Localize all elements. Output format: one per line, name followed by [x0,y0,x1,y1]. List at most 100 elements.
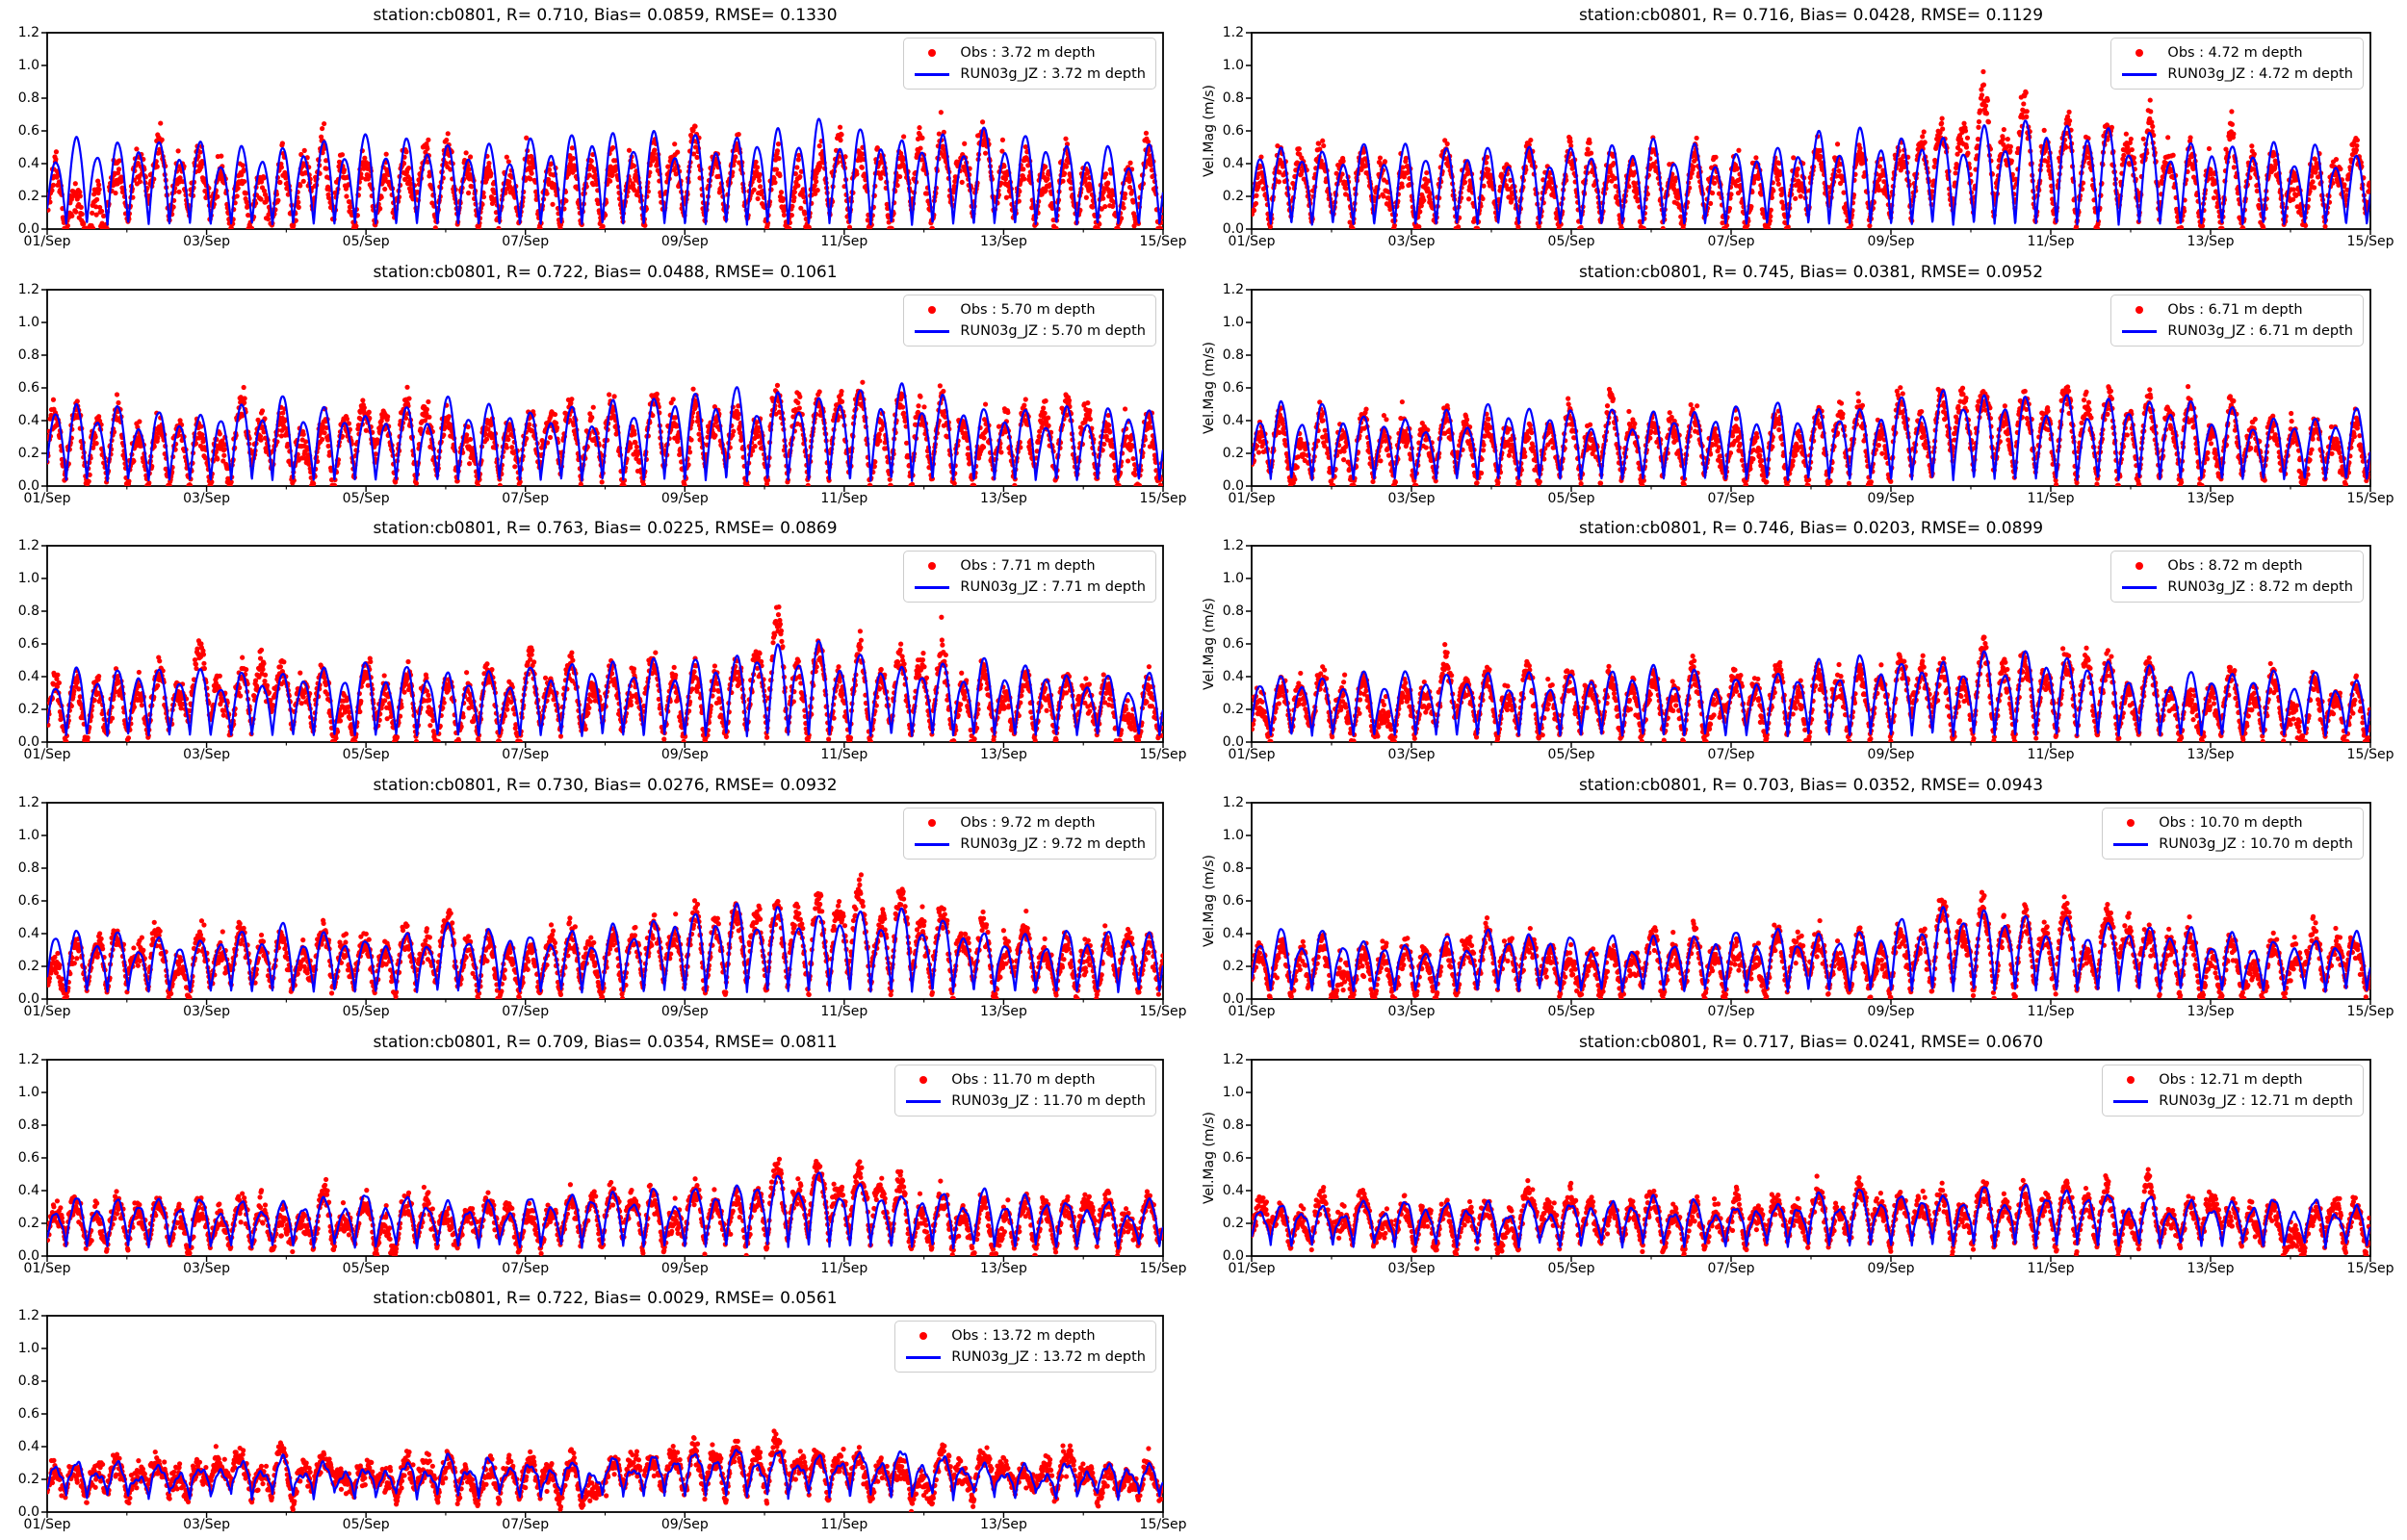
legend-model-label: RUN03g_JZ : 7.71 m depth [960,579,1146,595]
x-tick-label: 07/Sep [1707,491,1755,506]
x-tick-label: 13/Sep [2187,1261,2235,1276]
model-line-marker-icon [2109,1099,2153,1103]
subplot: station:cb0801, R= 0.717, Bias= 0.0241, … [1202,1027,2407,1284]
x-tick-label: 03/Sep [1387,491,1436,506]
x-tick-label: 07/Sep [502,1004,550,1019]
legend-model-label: RUN03g_JZ : 12.71 m depth [2159,1093,2353,1109]
model-line-marker-icon [2109,842,2153,846]
legend-obs-label: Obs : 12.71 m depth [2159,1072,2303,1088]
legend-entry-obs: Obs : 4.72 m depth [2117,42,2353,64]
y-tick-label: 0.0 [17,1248,39,1264]
y-tick-label: 0.0 [1222,1248,1244,1264]
x-tick-label: 03/Sep [1387,234,1436,249]
y-tick-label: 1.0 [17,315,39,330]
x-tick-label: 15/Sep [2346,1004,2394,1019]
model-line-marker-icon [901,1355,945,1359]
x-tick-label: 11/Sep [2027,1004,2075,1019]
y-tick-label: 1.2 [1222,25,1244,40]
legend-entry-model: RUN03g_JZ : 12.71 m depth [2109,1091,2353,1112]
legend: Obs : 7.71 m depth RUN03g_JZ : 7.71 m de… [903,551,1156,603]
y-tick-label: 0.4 [17,1439,39,1454]
x-tick-label: 11/Sep [2027,491,2075,506]
x-tick-label: 01/Sep [1228,234,1276,249]
y-tick-label: 1.2 [17,538,39,553]
subplot: station:cb0801, R= 0.710, Bias= 0.0859, … [0,0,1204,257]
legend-entry-obs: Obs : 10.70 m depth [2109,812,2353,834]
y-tick-label: 0.2 [17,189,39,204]
x-tick-label: 05/Sep [1547,1261,1595,1276]
x-tick-label: 09/Sep [1867,1261,1915,1276]
obs-dot-marker-icon [2117,306,2161,314]
x-tick-label: 09/Sep [1867,491,1915,506]
y-tick-label: 0.4 [17,413,39,428]
y-tick-label: 1.2 [17,795,39,810]
x-tick-label: 01/Sep [23,1004,71,1019]
x-tick-label: 03/Sep [183,747,231,762]
legend-model-label: RUN03g_JZ : 4.72 m depth [2167,66,2353,82]
obs-dot-marker-icon [2117,49,2161,57]
subplot: station:cb0801, R= 0.703, Bias= 0.0352, … [1202,770,2407,1027]
subplot: station:cb0801, R= 0.745, Bias= 0.0381, … [1202,257,2407,514]
y-tick-label: 0.4 [1222,413,1244,428]
x-tick-label: 05/Sep [1547,1004,1595,1019]
model-line-marker-icon [910,585,954,589]
obs-dot-marker-icon [901,1076,945,1084]
y-tick-label: 1.0 [1222,571,1244,586]
legend-entry-obs: Obs : 6.71 m depth [2117,299,2353,321]
y-tick-label: 0.2 [1222,702,1244,717]
x-tick-label: 13/Sep [979,234,1027,249]
legend: Obs : 12.71 m depth RUN03g_JZ : 12.71 m … [2102,1065,2364,1116]
x-tick-label: 05/Sep [342,747,390,762]
legend-entry-obs: Obs : 9.72 m depth [910,812,1146,834]
legend: Obs : 6.71 m depth RUN03g_JZ : 6.71 m de… [2110,295,2364,346]
x-tick-label: 05/Sep [1547,747,1595,762]
y-tick-label: 0.8 [17,603,39,619]
y-tick-label: 0.6 [17,893,39,909]
y-tick-label: 0.8 [1222,347,1244,363]
x-tick-label: 15/Sep [2346,491,2394,506]
x-tick-label: 03/Sep [183,1004,231,1019]
x-tick-label: 09/Sep [660,234,709,249]
x-tick-label: 07/Sep [1707,1004,1755,1019]
model-line-marker-icon [901,1099,945,1103]
y-tick-label: 0.2 [17,1472,39,1487]
x-tick-label: 07/Sep [1707,234,1755,249]
y-tick-label: 1.0 [17,828,39,843]
legend-obs-label: Obs : 9.72 m depth [960,815,1096,831]
y-tick-label: 0.0 [1222,478,1244,494]
x-tick-label: 09/Sep [660,491,709,506]
model-line-marker-icon [910,72,954,76]
x-tick-label: 05/Sep [1547,234,1595,249]
legend-obs-label: Obs : 7.71 m depth [960,558,1096,574]
legend-entry-model: RUN03g_JZ : 7.71 m depth [910,577,1146,598]
x-tick-label: 11/Sep [820,747,868,762]
x-tick-label: 15/Sep [2346,234,2394,249]
legend-obs-label: Obs : 10.70 m depth [2159,815,2303,831]
x-tick-label: 01/Sep [23,234,71,249]
subplot: station:cb0801, R= 0.746, Bias= 0.0203, … [1202,513,2407,770]
x-tick-label: 05/Sep [342,234,390,249]
x-tick-label: 09/Sep [660,747,709,762]
x-tick-label: 07/Sep [502,234,550,249]
legend-model-label: RUN03g_JZ : 13.72 m depth [951,1349,1146,1365]
x-tick-label: 11/Sep [820,1004,868,1019]
legend: Obs : 5.70 m depth RUN03g_JZ : 5.70 m de… [903,295,1156,346]
y-tick-label: 0.2 [17,959,39,974]
legend-entry-model: RUN03g_JZ : 5.70 m depth [910,321,1146,342]
x-tick-label: 11/Sep [2027,1261,2075,1276]
legend-model-label: RUN03g_JZ : 11.70 m depth [951,1093,1146,1109]
x-tick-label: 09/Sep [660,1261,709,1276]
y-tick-label: 0.6 [1222,380,1244,396]
legend-entry-model: RUN03g_JZ : 8.72 m depth [2117,577,2353,598]
y-tick-label: 1.0 [17,1341,39,1356]
x-tick-label: 03/Sep [183,1517,231,1532]
legend-obs-label: Obs : 4.72 m depth [2167,45,2303,61]
y-tick-label: 0.2 [17,1216,39,1231]
y-tick-label: 0.4 [17,926,39,941]
y-tick-label: 1.0 [1222,315,1244,330]
obs-dot-marker-icon [910,49,954,57]
legend-obs-label: Obs : 5.70 m depth [960,302,1096,318]
y-tick-label: 0.6 [1222,123,1244,139]
subplot: station:cb0801, R= 0.716, Bias= 0.0428, … [1202,0,2407,257]
